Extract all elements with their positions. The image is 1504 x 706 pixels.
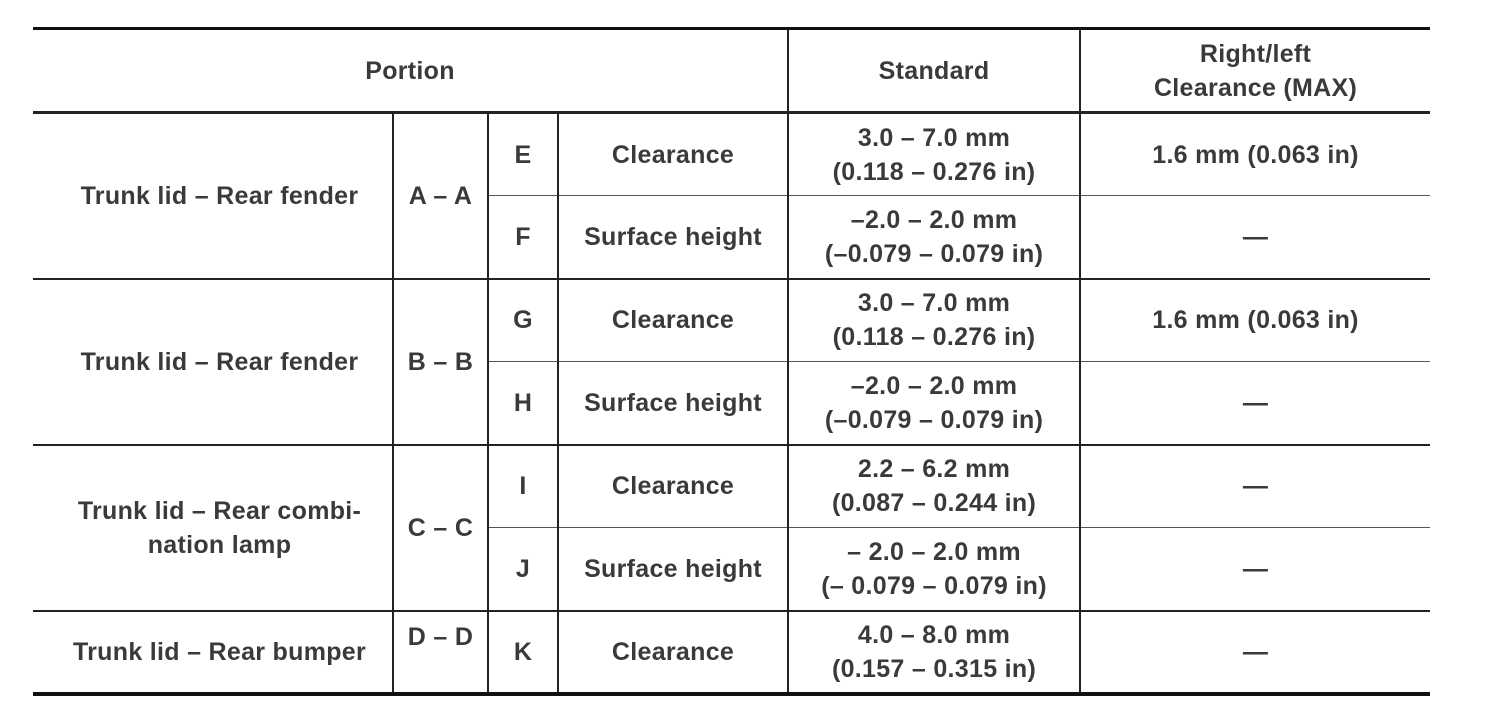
point-letter: J bbox=[488, 527, 559, 611]
header-max-clearance: Right/left Clearance (MAX) bbox=[1079, 27, 1431, 114]
portion-cell: Trunk lid – Rear fender bbox=[33, 277, 394, 445]
header-max-line1: Right/left bbox=[1199, 39, 1312, 68]
portion-cell: Trunk lid – Rear bumper bbox=[33, 609, 394, 696]
max-clearance-cell: — bbox=[1079, 527, 1431, 611]
standard-cell: 2.2 – 6.2 mm (0.087 – 0.244 in) bbox=[787, 443, 1082, 528]
table-row: Trunk lid – Rear bumper D – D K Clearanc… bbox=[33, 609, 1431, 696]
portion-cell: Trunk lid – Rear fender bbox=[33, 111, 394, 279]
standard-cell: 3.0 – 7.0 mm (0.118 – 0.276 in) bbox=[787, 111, 1082, 196]
standard-in: (0.157 – 0.315 in) bbox=[831, 654, 1037, 683]
standard-mm: 2.2 – 6.2 mm bbox=[857, 455, 1011, 484]
standard-mm: 3.0 – 7.0 mm bbox=[857, 289, 1011, 318]
standard-cell: 3.0 – 7.0 mm (0.118 – 0.276 in) bbox=[787, 277, 1082, 362]
measure-type: Surface height bbox=[556, 527, 790, 611]
standard-in: (–0.079 – 0.079 in) bbox=[824, 405, 1044, 434]
table-row: Trunk lid – Rear fender B – B G Clearanc… bbox=[33, 277, 1431, 445]
point-letter: H bbox=[488, 361, 559, 445]
standard-mm: 3.0 – 7.0 mm bbox=[857, 123, 1011, 152]
max-clearance-cell: — bbox=[1079, 609, 1431, 696]
standard-in: (– 0.079 – 0.079 in) bbox=[821, 571, 1047, 600]
table-row: Trunk lid – Rear combi- nation lamp C – … bbox=[33, 443, 1431, 611]
section-cell: B – B bbox=[392, 277, 489, 445]
standard-in: (–0.079 – 0.079 in) bbox=[824, 239, 1044, 268]
standard-in: (0.118 – 0.276 in) bbox=[832, 157, 1036, 186]
header-max-line2: Clearance (MAX) bbox=[1153, 73, 1358, 102]
section-cell: C – C bbox=[392, 443, 489, 611]
measure-type: Surface height bbox=[556, 195, 790, 279]
standard-mm: –2.0 – 2.0 mm bbox=[850, 371, 1018, 400]
header-portion: Portion bbox=[33, 27, 790, 114]
measure-type: Clearance bbox=[556, 443, 790, 528]
point-letter: G bbox=[487, 277, 559, 362]
point-letter: F bbox=[488, 195, 559, 279]
table-row: Trunk lid – Rear fender A – A E Clearanc… bbox=[33, 111, 1431, 279]
standard-cell: –2.0 – 2.0 mm (–0.079 – 0.079 in) bbox=[787, 361, 1082, 445]
measure-type: Clearance bbox=[556, 609, 790, 696]
standard-cell: –2.0 – 2.0 mm (–0.079 – 0.079 in) bbox=[787, 195, 1082, 279]
max-clearance-cell: — bbox=[1079, 443, 1431, 528]
table-row: H Surface height –2.0 – 2.0 mm (–0.079 –… bbox=[33, 361, 1431, 445]
max-clearance-cell: — bbox=[1079, 195, 1431, 279]
standard-cell: 4.0 – 8.0 mm (0.157 – 0.315 in) bbox=[787, 609, 1082, 696]
measure-type: Surface height bbox=[556, 361, 790, 445]
point-letter: I bbox=[487, 443, 559, 528]
section-cell: D – D bbox=[392, 609, 489, 696]
point-letter: E bbox=[487, 111, 559, 196]
max-clearance-cell: 1.6 mm (0.063 in) bbox=[1079, 277, 1431, 362]
standard-cell: – 2.0 – 2.0 mm (– 0.079 – 0.079 in) bbox=[787, 527, 1082, 611]
standard-in: (0.087 – 0.244 in) bbox=[831, 489, 1037, 518]
portion-line1: Trunk lid – Rear combi- bbox=[77, 496, 362, 525]
section-cell: A – A bbox=[392, 111, 489, 279]
standard-in: (0.118 – 0.276 in) bbox=[832, 323, 1036, 352]
portion-line2: nation lamp bbox=[147, 530, 292, 559]
max-clearance-cell: 1.6 mm (0.063 in) bbox=[1079, 111, 1431, 196]
measure-type: Clearance bbox=[556, 277, 790, 362]
portion-cell: Trunk lid – Rear combi- nation lamp bbox=[33, 443, 394, 611]
standard-mm: 4.0 – 8.0 mm bbox=[857, 620, 1011, 649]
header-row: Portion Standard Right/left Clearance (M… bbox=[33, 27, 1431, 114]
max-clearance-cell: — bbox=[1079, 361, 1431, 445]
standard-mm: – 2.0 – 2.0 mm bbox=[847, 537, 1021, 566]
point-letter: K bbox=[487, 609, 559, 696]
standard-mm: –2.0 – 2.0 mm bbox=[850, 205, 1018, 234]
clearance-spec-table: Portion Standard Right/left Clearance (M… bbox=[33, 27, 1431, 696]
header-standard: Standard bbox=[787, 27, 1082, 114]
measure-type: Clearance bbox=[556, 111, 790, 196]
